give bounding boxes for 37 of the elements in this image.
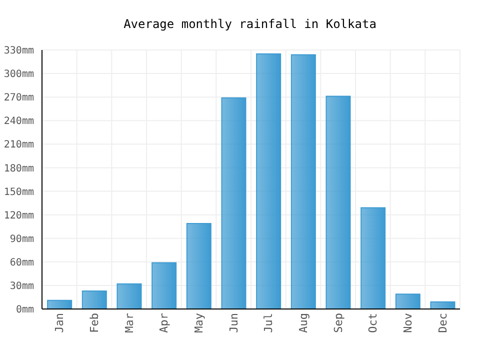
bar — [395, 294, 420, 309]
x-tick-label: Jun — [227, 313, 240, 333]
y-tick-label: 0mm — [16, 304, 34, 316]
bar — [221, 97, 246, 309]
x-tick-label: Nov — [402, 312, 415, 333]
bar — [116, 283, 142, 309]
y-tick-label: 30mm — [10, 281, 34, 292]
x-tick-label: Feb — [88, 313, 102, 333]
y-tick-label: 150mm — [4, 186, 34, 198]
y-tick-label: 120mm — [4, 210, 34, 222]
bar — [430, 301, 456, 309]
x-tick-label: Jul — [262, 313, 276, 333]
y-tick-label: 330mm — [4, 46, 34, 57]
x-tick-label: Dec — [436, 313, 450, 333]
chart-title: Average monthly rainfall in Kolkata — [122, 17, 378, 31]
bar — [152, 262, 177, 309]
x-tick-label: Oct — [366, 313, 380, 333]
bar — [256, 53, 282, 309]
y-tick-label: 210mm — [4, 140, 34, 151]
x-tick-label: Apr — [158, 312, 171, 333]
bar — [47, 300, 72, 309]
bar — [82, 290, 107, 309]
y-tick-label: 240mm — [4, 116, 34, 128]
y-tick-label: 180mm — [4, 163, 34, 174]
x-tick-label: Mar — [122, 312, 136, 333]
bar — [186, 222, 212, 309]
x-tick-label: May — [192, 312, 206, 333]
y-tick-label: 60mm — [10, 257, 34, 268]
x-tick-label: Jan — [53, 313, 66, 333]
y-tick-label: 90mm — [10, 234, 34, 245]
y-tick-label: 270mm — [4, 92, 34, 104]
bar — [326, 96, 351, 309]
bar — [290, 54, 316, 309]
x-tick-label: Sep — [332, 313, 345, 333]
bar — [360, 207, 386, 309]
y-tick-label: 300mm — [4, 69, 34, 80]
x-tick-label: Aug — [297, 313, 310, 333]
